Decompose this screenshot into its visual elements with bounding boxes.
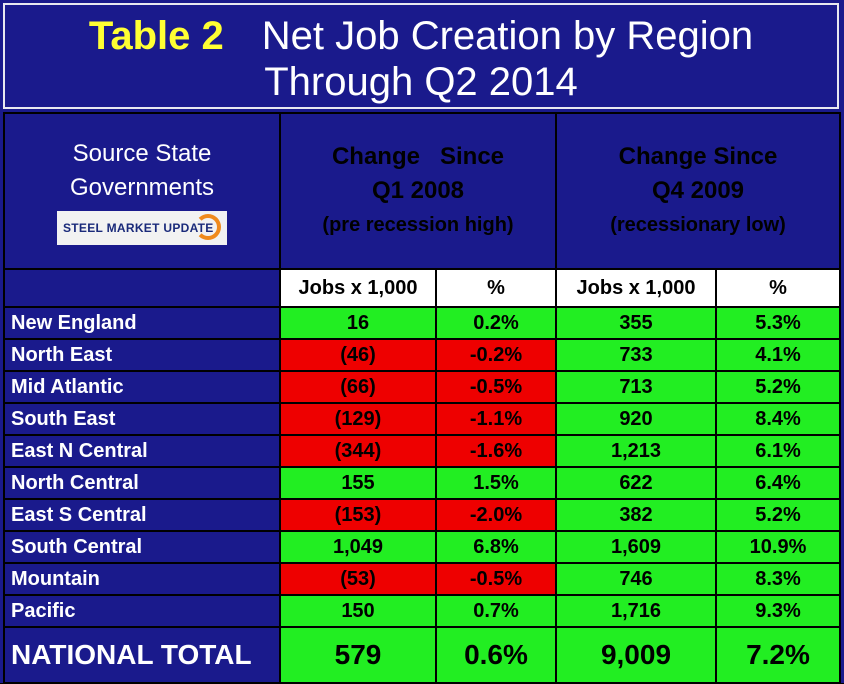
pct-since-2009: 8.4% [715,402,841,436]
pct-since-2008: 0.7% [435,594,557,628]
table-row: South Central 1,049 6.8% 1,609 10.9% [3,530,841,564]
pct-since-2009: 6.4% [715,466,841,500]
group2-header: Change Since Q4 2009 (recessionary low) [555,112,841,270]
total-pct2: 7.2% [715,626,841,684]
job-table: Source State Governments STEEL MARKET UP… [3,112,841,684]
group2-line3: (recessionary low) [610,214,786,236]
logo-text: STEEL MARKET UPDATE [63,221,214,235]
column-header-jobs2: Jobs x 1,000 [555,268,717,308]
group2-line2: Q4 2009 [651,177,745,204]
table-row: New England 16 0.2% 355 5.3% [3,306,841,340]
jobs-since-2008: (66) [279,370,437,404]
pct-since-2008: 0.2% [435,306,557,340]
pct-since-2008: -1.6% [435,434,557,468]
pct-since-2009: 9.3% [715,594,841,628]
steel-market-update-logo: STEEL MARKET UPDATE [57,211,227,245]
region-name: Mountain [3,562,281,596]
jobs-since-2009: 382 [555,498,717,532]
jobs-since-2009: 355 [555,306,717,340]
jobs-since-2009: 1,609 [555,530,717,564]
region-name: North East [3,338,281,372]
total-jobs2: 9,009 [555,626,717,684]
column-header-pct2: % [715,268,841,308]
jobs-since-2009: 713 [555,370,717,404]
group1-header: Change Since Q1 2008 (pre recession high… [279,112,557,270]
column-header-jobs1: Jobs x 1,000 [279,268,437,308]
source-line1: Source State [72,140,212,167]
pct-since-2008: -0.5% [435,562,557,596]
header-row: Source State Governments STEEL MARKET UP… [3,112,841,270]
table-row: North East (46) -0.2% 733 4.1% [3,338,841,372]
region-name: South Central [3,530,281,564]
region-name: Pacific [3,594,281,628]
logo-arc-icon [195,214,221,240]
table-row: East N Central (344) -1.6% 1,213 6.1% [3,434,841,468]
jobs-since-2008: 16 [279,306,437,340]
source-cell: Source State Governments STEEL MARKET UP… [3,112,281,270]
table-row: South East (129) -1.1% 920 8.4% [3,402,841,436]
total-pct1: 0.6% [435,626,557,684]
column-header-pct1: % [435,268,557,308]
jobs-since-2009: 746 [555,562,717,596]
title-box: Table 2 Net Job Creation by Region Throug… [3,3,839,109]
region-name: East S Central [3,498,281,532]
total-label: NATIONAL TOTAL [3,626,281,684]
jobs-since-2009: 733 [555,338,717,372]
region-name: North Central [3,466,281,500]
table-row: East S Central (153) -2.0% 382 5.2% [3,498,841,532]
jobs-since-2009: 622 [555,466,717,500]
pct-since-2008: -0.5% [435,370,557,404]
group1-line2: Q1 2008 [371,177,465,204]
pct-since-2009: 8.3% [715,562,841,596]
table-row: Mid Atlantic (66) -0.5% 713 5.2% [3,370,841,404]
jobs-since-2008: (46) [279,338,437,372]
region-name: New England [3,306,281,340]
group2-line1: Change Since [618,143,778,170]
pct-since-2009: 4.1% [715,338,841,372]
region-name: South East [3,402,281,436]
pct-since-2008: -0.2% [435,338,557,372]
pct-since-2009: 5.2% [715,498,841,532]
table-row: Pacific 150 0.7% 1,716 9.3% [3,594,841,628]
pct-since-2008: 1.5% [435,466,557,500]
source-line2: Governments [69,174,215,201]
jobs-since-2008: 155 [279,466,437,500]
table-tag: Table 2 [88,14,224,58]
region-name: Mid Atlantic [3,370,281,404]
group1-line3: (pre recession high) [322,214,514,236]
jobs-since-2009: 1,716 [555,594,717,628]
total-row: NATIONAL TOTAL 579 0.6% 9,009 7.2% [3,626,841,684]
pct-since-2009: 10.9% [715,530,841,564]
pct-since-2008: -1.1% [435,402,557,436]
title-line1: Net Job Creation by Region [261,14,754,58]
jobs-since-2008: 1,049 [279,530,437,564]
pct-since-2009: 6.1% [715,434,841,468]
pct-since-2008: -2.0% [435,498,557,532]
group1-line1: Change Since [331,143,505,170]
jobs-since-2009: 1,213 [555,434,717,468]
pct-since-2008: 6.8% [435,530,557,564]
title-line2: Through Q2 2014 [264,60,578,104]
region-name: East N Central [3,434,281,468]
table-row: North Central 155 1.5% 622 6.4% [3,466,841,500]
table-body: New England 16 0.2% 355 5.3% North East (46) -0… [3,306,841,628]
column-header-blank [3,268,281,308]
jobs-since-2008: (53) [279,562,437,596]
jobs-since-2008: 150 [279,594,437,628]
pct-since-2009: 5.2% [715,370,841,404]
jobs-since-2008: (129) [279,402,437,436]
column-header-row: Jobs x 1,000 % Jobs x 1,000 % [3,268,841,308]
jobs-since-2008: (344) [279,434,437,468]
jobs-since-2009: 920 [555,402,717,436]
pct-since-2009: 5.3% [715,306,841,340]
table-row: Mountain (53) -0.5% 746 8.3% [3,562,841,596]
jobs-since-2008: (153) [279,498,437,532]
total-jobs1: 579 [279,626,437,684]
